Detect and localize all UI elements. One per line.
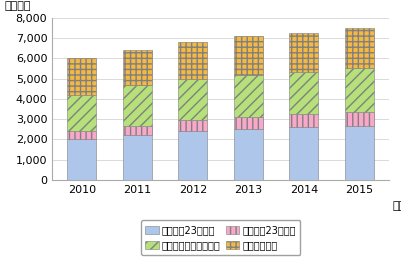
Text: （年）: （年） (392, 201, 401, 211)
Bar (290, 33, 318, 72)
Legend: 東京都（23区内）, 東京都以外の関東地方, 東京都（23区外）, その他の地域: 東京都（23区内）, 東京都以外の関東地方, 東京都（23区外）, その他の地域 (141, 221, 300, 255)
Bar (123, 126, 152, 135)
Bar (234, 75, 263, 117)
Bar (123, 135, 152, 180)
Bar (67, 139, 96, 180)
Bar (178, 79, 207, 120)
Bar (290, 114, 318, 127)
Bar (290, 72, 318, 114)
Bar (345, 28, 374, 68)
Bar (67, 58, 96, 95)
Bar (67, 95, 96, 131)
Bar (123, 85, 152, 126)
Bar (234, 117, 263, 129)
Bar (234, 129, 263, 180)
Bar (178, 42, 207, 79)
Bar (345, 112, 374, 126)
Bar (123, 50, 152, 85)
Bar (67, 131, 96, 139)
Bar (290, 127, 318, 180)
Bar (345, 126, 374, 180)
Bar (234, 36, 263, 75)
Bar (178, 131, 207, 180)
Text: （億円）: （億円） (5, 2, 31, 12)
Bar (345, 68, 374, 112)
Bar (178, 120, 207, 131)
